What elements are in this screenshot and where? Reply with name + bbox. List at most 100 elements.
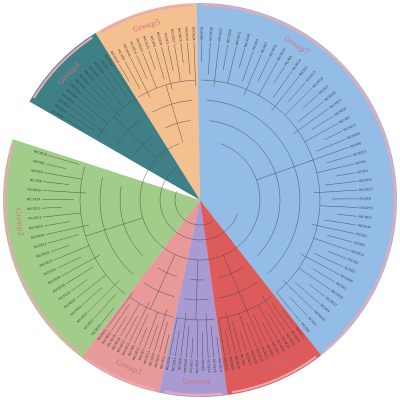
leaf-label: NtCXE19: [276, 48, 286, 62]
leaf-label: PtCXE18: [27, 188, 40, 193]
leaf-label: NtCXE14: [217, 358, 223, 372]
leaf-branch: [47, 234, 79, 244]
leaf-branch: [193, 42, 196, 87]
leaf-label: NtCXE15: [343, 123, 357, 133]
leaf-branch: [244, 54, 262, 96]
leaf-branch: [208, 42, 211, 75]
clade-stem: [177, 123, 184, 143]
leaf-branch: [154, 309, 168, 352]
leaf-label: NtCXE52: [217, 28, 223, 42]
ring-group4: [164, 390, 223, 397]
leaf-label: NtCXE10: [358, 178, 372, 184]
leaf-label: StCXE11: [245, 352, 253, 366]
leaf-label: NtCXE31: [268, 43, 278, 57]
leaf-branch: [210, 325, 214, 358]
leaf-label: NtCXE35: [142, 35, 150, 49]
leaf-branch: [111, 304, 130, 331]
leaf-label: NtCXE15: [235, 31, 242, 45]
leaf-label: NtCXE26: [250, 350, 258, 364]
leaf-label: NtCXE19: [212, 359, 217, 373]
leaf-label: NtCXE25: [177, 28, 183, 42]
leaf-branch: [316, 138, 346, 152]
leaf-label: NtCXE17: [154, 354, 161, 368]
clade-stem: [127, 130, 143, 145]
leaf-label: NtCXE24: [61, 93, 74, 105]
leaf-branch: [118, 64, 130, 82]
leaf-label: PtCXE9: [359, 197, 370, 201]
leaf-label: NtCXE4: [31, 168, 43, 174]
leaf-label: NtCXE40: [323, 90, 336, 102]
leaf-label: StCXE14: [291, 58, 302, 71]
leaf-branch: [327, 234, 353, 243]
leaf-label: NtCXE37: [334, 106, 348, 117]
leaf-label: NtCXE23: [329, 98, 343, 109]
leaf-label: NtCXE33: [351, 249, 365, 257]
leaf-branch: [154, 48, 165, 80]
leaf-branch: [86, 90, 110, 113]
leaf-label: NtCXE19: [285, 333, 296, 347]
leaf-label: NtCXE16: [36, 250, 50, 258]
leaf-branch: [295, 282, 320, 304]
leaf-label: NtCXE23: [39, 259, 53, 268]
leaf-label: NtCXE21: [358, 214, 372, 219]
clade-stem: [158, 272, 168, 292]
leaf-branch: [267, 313, 282, 336]
leaf-label: PtCXE2: [347, 257, 359, 265]
tree-branches: [41, 42, 359, 358]
leaf-branch: [311, 115, 334, 130]
leaf-label: NtCXE16: [208, 27, 213, 41]
leaf-label: NtCXE47: [88, 65, 100, 78]
leaf-label: NtCXE48: [243, 33, 251, 47]
leaf-branch: [129, 301, 150, 342]
leaf-branch: [224, 329, 231, 356]
clade-stem: [223, 255, 232, 274]
leaf-label: StCXE13: [305, 70, 317, 83]
leaf-branch: [311, 224, 355, 234]
leaf-label: NtCXE18: [33, 149, 47, 157]
leaf-branch: [144, 312, 158, 348]
leaf-label: NtCXE8: [30, 178, 42, 183]
leaf-branch: [159, 321, 168, 353]
leaf-branch: [136, 55, 148, 80]
clade-stem: [171, 104, 178, 124]
leaf-label: NtCXE30: [51, 109, 65, 120]
leaf-branch: [225, 311, 236, 355]
sector-group1: [81, 200, 200, 393]
leaf-label: StCXE22: [33, 242, 47, 250]
leaf-label: StCXE4: [319, 303, 330, 313]
leaf-label: PtCXE1: [355, 232, 367, 238]
leaf-label: NtCXE12: [223, 357, 229, 371]
leaf-branch: [76, 274, 107, 299]
leaf-branch: [44, 172, 82, 180]
leaf-branch: [326, 155, 352, 164]
leaf-branch: [287, 82, 306, 102]
leaf-label: NtCXE3: [318, 84, 329, 95]
leaf-branch: [139, 327, 148, 346]
ring-group5: [100, 4, 192, 33]
leaf-label: NtCXE36: [29, 224, 43, 230]
leaf-branch: [205, 313, 209, 358]
leaf-branch: [94, 81, 113, 102]
leaf-label: NtCXE18: [110, 50, 120, 64]
leaf-branch: [115, 316, 127, 334]
ring-group3: [32, 36, 93, 99]
leaf-label: NtCXE57: [170, 29, 176, 43]
leaf-branch: [238, 313, 252, 350]
leaf-label: NtCXE9: [239, 354, 246, 366]
leaf-label: NtCXE60: [340, 274, 354, 284]
leaf-branch: [328, 251, 347, 259]
leaf-branch: [70, 279, 88, 292]
leaf-branch: [87, 280, 120, 312]
leaf-branch: [142, 52, 157, 89]
leaf-label: NtCXE22: [271, 341, 281, 355]
leaf-label: NtCXE33: [54, 103, 68, 114]
leaf-branch: [187, 42, 191, 75]
leaf-branch: [312, 268, 336, 283]
leaf-label: StCXE12: [58, 98, 71, 109]
leaf-branch: [67, 113, 95, 132]
leaf-label: NtCXE26: [165, 356, 172, 370]
leaf-label: NtCXE12: [159, 355, 166, 369]
leaf-label: NtCXE38: [106, 334, 117, 348]
leaf-label: PtCXE11: [325, 296, 338, 307]
